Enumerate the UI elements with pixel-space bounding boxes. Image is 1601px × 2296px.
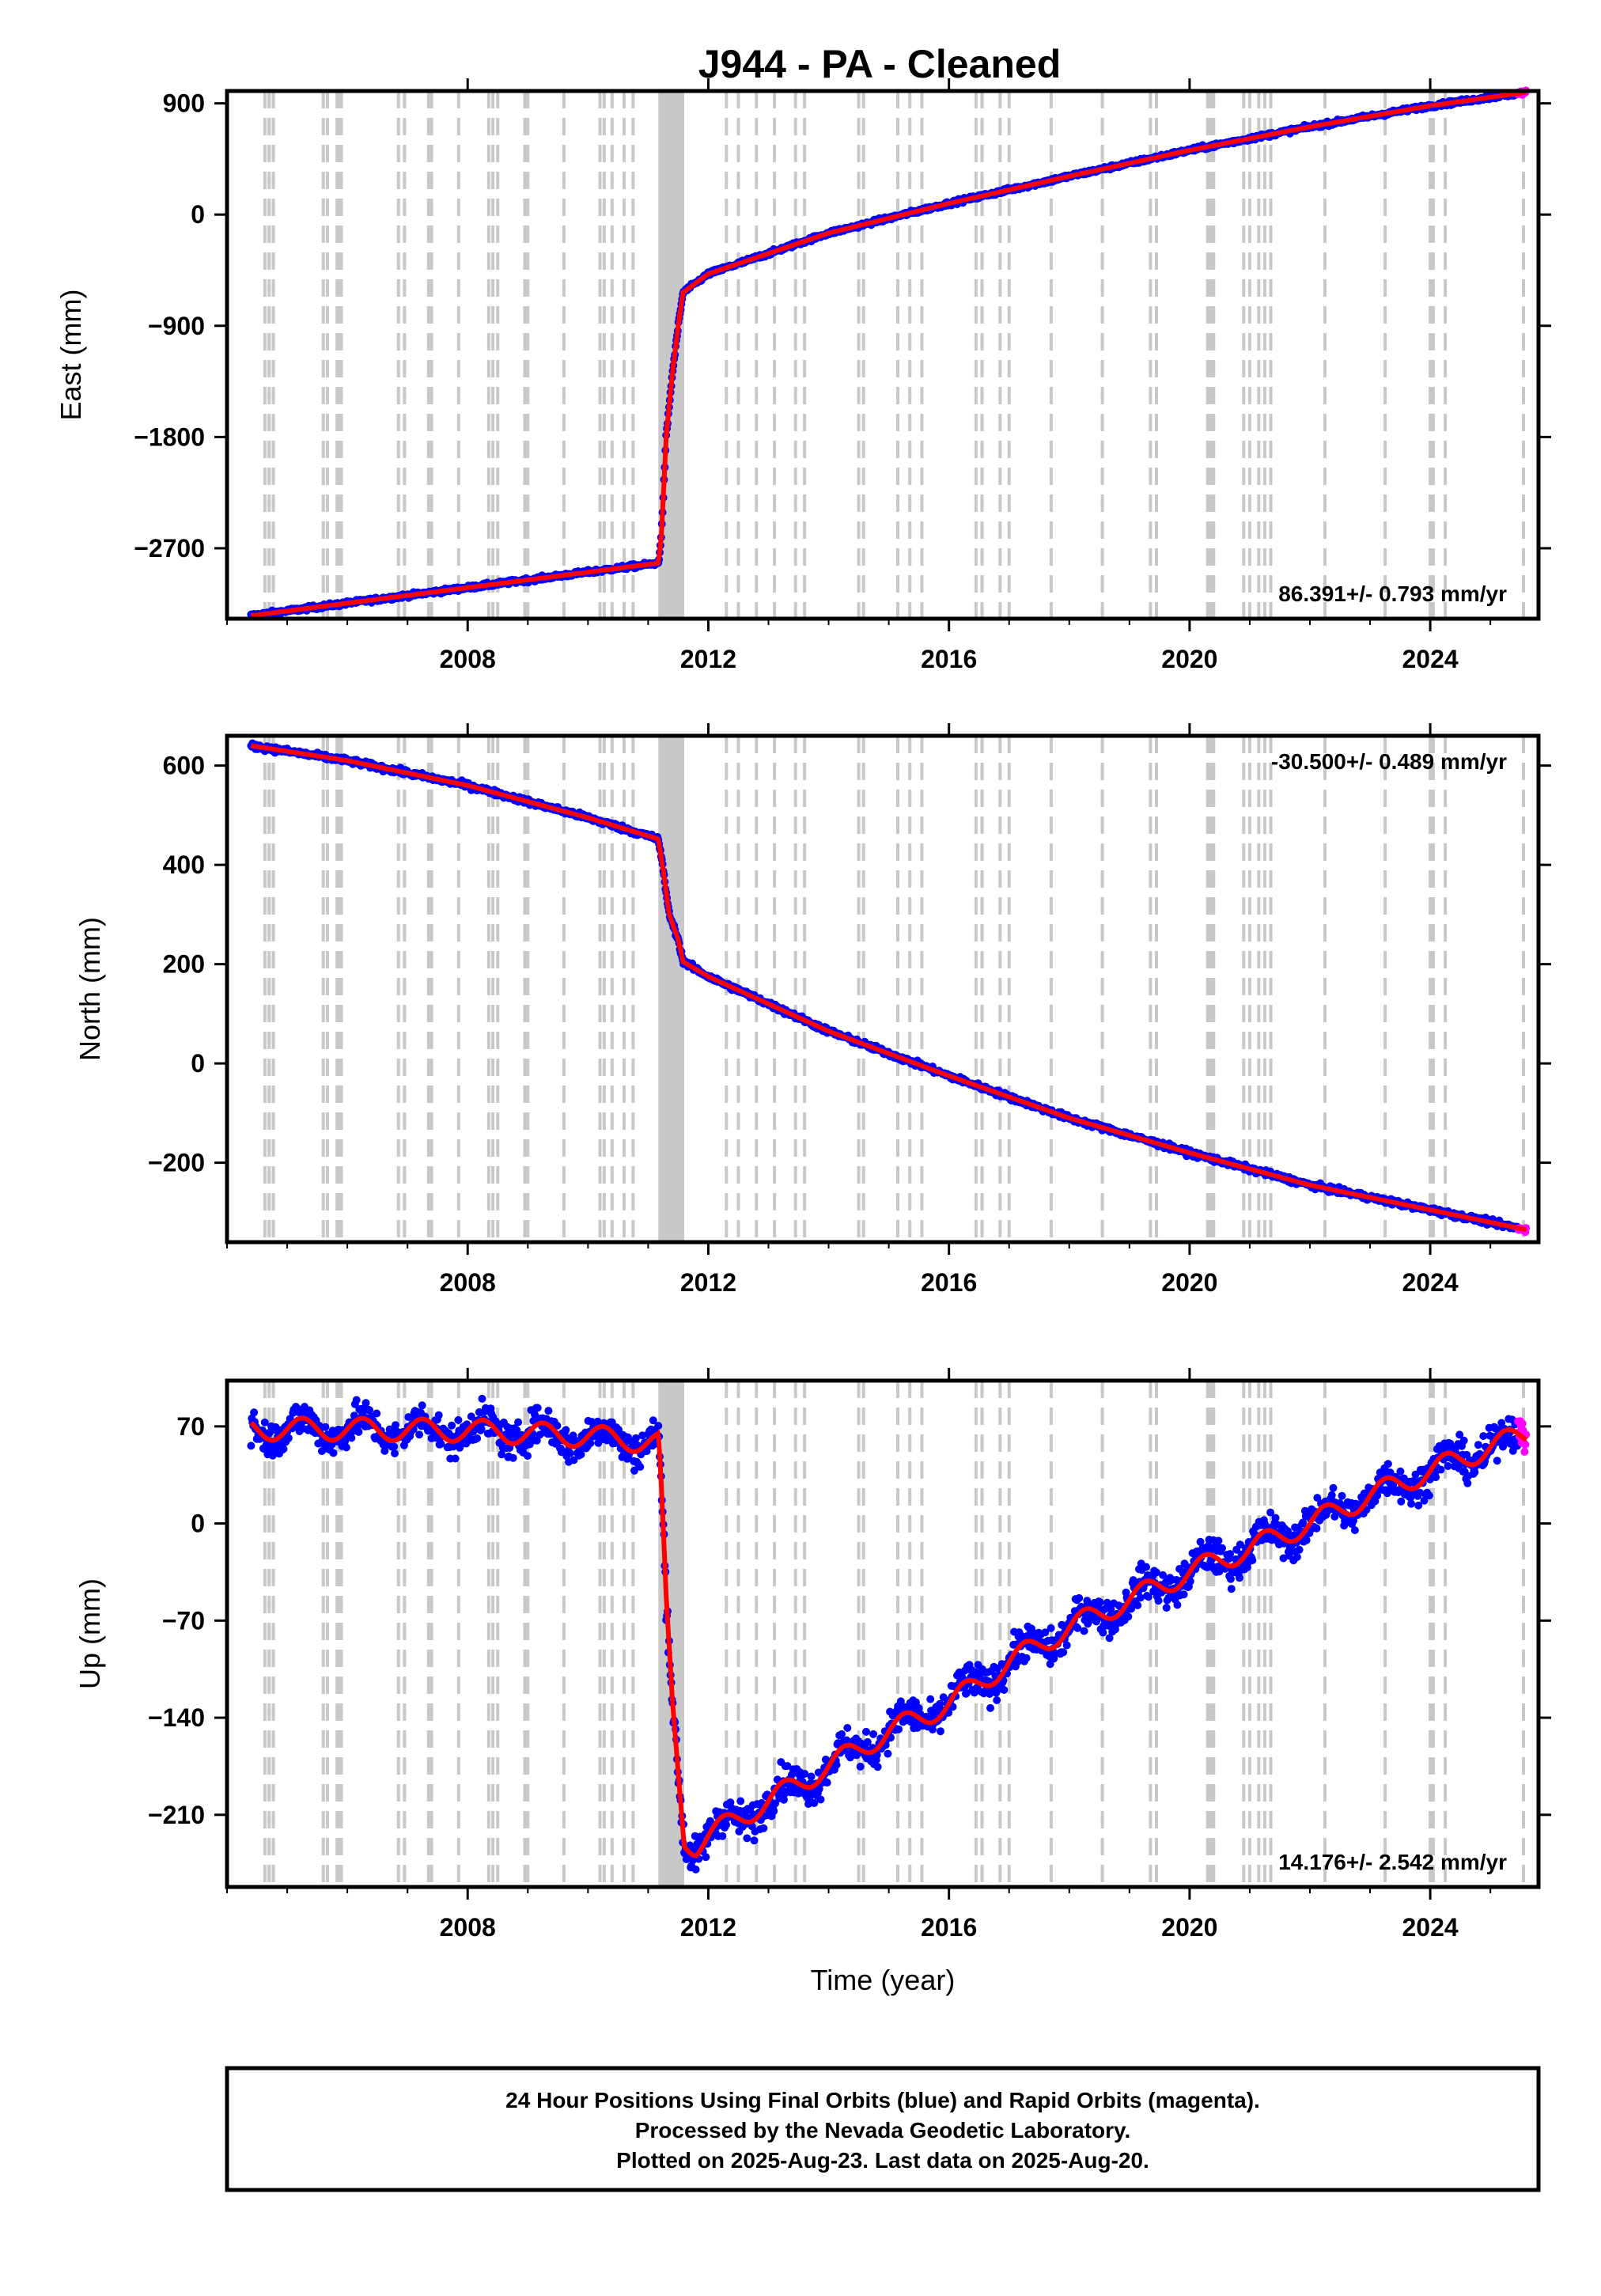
y-tick-label: −1800 (134, 422, 205, 451)
final-orbit-point (533, 1404, 542, 1412)
final-orbit-point (418, 1401, 426, 1410)
final-orbit-point (361, 1399, 370, 1408)
model-line (251, 89, 1527, 619)
final-orbit-point (869, 1730, 878, 1738)
final-orbit-point (473, 1434, 482, 1442)
final-orbit-point (354, 1427, 363, 1436)
chart-title: J944 - PA - Cleaned (698, 42, 1062, 86)
x-tick-label: 2020 (1161, 645, 1217, 673)
east-panel: 2008 2012 2016 2020 2024 900 0 −900 −1800 −2700 Ea… (55, 78, 1551, 673)
x-tick-label: 2024 (1402, 1268, 1459, 1297)
x-tick-label: 2008 (440, 1268, 496, 1297)
final-orbit-point (434, 1411, 443, 1419)
final-orbit-point (586, 1439, 595, 1448)
final-orbit-point (743, 1834, 751, 1843)
final-orbit-point (1059, 1648, 1068, 1657)
final-orbit-point (1062, 1641, 1071, 1650)
final-orbit-point (509, 1453, 517, 1462)
final-orbit-point (770, 1807, 778, 1816)
final-orbit-point (807, 1772, 816, 1781)
final-orbit-point (884, 1749, 892, 1758)
final-orbit-point (477, 1425, 486, 1434)
final-orbit-point (562, 1426, 570, 1434)
final-orbit-point (862, 1727, 870, 1736)
final-orbit-point (873, 1763, 882, 1771)
y-tick-label: −900 (148, 312, 205, 340)
final-orbit-point (1075, 1593, 1084, 1602)
y-tick-label: 200 (163, 950, 205, 979)
final-orbit-point (415, 1430, 424, 1439)
y-tick-label: 600 (163, 752, 205, 780)
x-tick-label: 2012 (680, 1268, 736, 1297)
final-orbit-point (448, 1421, 456, 1430)
final-orbit-point (895, 1725, 903, 1733)
final-orbit-point (391, 1449, 399, 1457)
final-orbit-point (718, 1832, 727, 1840)
final-orbit-point (736, 1797, 745, 1805)
final-orbit-point (454, 1415, 463, 1424)
y-tick-label: −200 (148, 1149, 205, 1177)
north-panel: 2008 2012 2016 2020 2024 600 400 200 0 −200 North … (74, 723, 1551, 1297)
x-tick-label: 2008 (440, 645, 496, 673)
final-orbit-point (478, 1394, 486, 1403)
final-orbit-point (352, 1396, 361, 1404)
x-tick-label: 2016 (921, 645, 977, 673)
x-tick-label: 2012 (680, 645, 736, 673)
final-orbit-point (321, 1423, 330, 1431)
final-orbit-point (1080, 1627, 1088, 1635)
final-orbit-point (284, 1434, 293, 1442)
y-tick-label: 0 (191, 200, 205, 229)
y-axis-label: East (mm) (55, 290, 87, 421)
x-tick-label: 2016 (921, 1268, 977, 1297)
final-orbit-point (514, 1418, 523, 1426)
y-tick-label: 900 (163, 89, 205, 118)
plot-area (227, 1381, 1539, 1887)
y-tick-label: −2700 (134, 534, 205, 563)
final-orbit-point (856, 1762, 865, 1771)
final-orbit-point (390, 1442, 399, 1451)
final-orbit-point (451, 1454, 460, 1463)
plot-frame (225, 89, 1541, 621)
final-orbit-point (722, 1821, 730, 1829)
final-orbit-point (1047, 1623, 1055, 1632)
final-orbit-point (342, 1443, 350, 1452)
final-orbit-point (759, 1824, 768, 1832)
final-orbit-point (926, 1695, 935, 1703)
final-orbit-point (838, 1730, 846, 1738)
final-orbit-point (843, 1724, 852, 1732)
final-orbit-point (250, 1408, 259, 1417)
final-orbit-point (1022, 1654, 1031, 1662)
final-orbit-point (329, 1449, 338, 1457)
final-orbit-point (750, 1836, 759, 1845)
final-orbit-point (247, 1442, 255, 1450)
final-orbit-point (279, 1445, 288, 1453)
final-orbit-point (524, 1452, 532, 1461)
plot-area (227, 91, 1539, 619)
event-band (658, 736, 685, 1242)
final-orbit-point (702, 1853, 710, 1862)
final-orbit-point (937, 1727, 944, 1736)
x-tick-label: 2020 (1161, 1268, 1217, 1297)
final-orbit-point (1000, 1685, 1009, 1694)
final-orbit-point (691, 1865, 700, 1874)
y-axis-label: North (mm) (74, 917, 106, 1061)
velocity-annotation: 86.391+/- 0.793 mm/yr (1278, 582, 1507, 606)
final-orbit-point (816, 1795, 825, 1804)
final-orbit-point (654, 1422, 663, 1430)
y-tick-label: 400 (163, 851, 205, 879)
velocity-annotation: -30.500+/- 0.489 mm/yr (1271, 749, 1507, 774)
final-orbit-point (636, 1463, 645, 1471)
final-orbit-point (373, 1409, 381, 1418)
final-orbit-point (986, 1703, 994, 1712)
x-tick-label: 2024 (1402, 645, 1459, 673)
final-orbit-point (993, 1696, 1001, 1704)
final-orbit-point (544, 1407, 553, 1415)
final-orbit-point (566, 1449, 574, 1457)
final-orbit-point (577, 1450, 585, 1459)
y-tick-label: 0 (191, 1049, 205, 1078)
plot-area (227, 736, 1539, 1242)
final-orbit-point (823, 1779, 831, 1787)
